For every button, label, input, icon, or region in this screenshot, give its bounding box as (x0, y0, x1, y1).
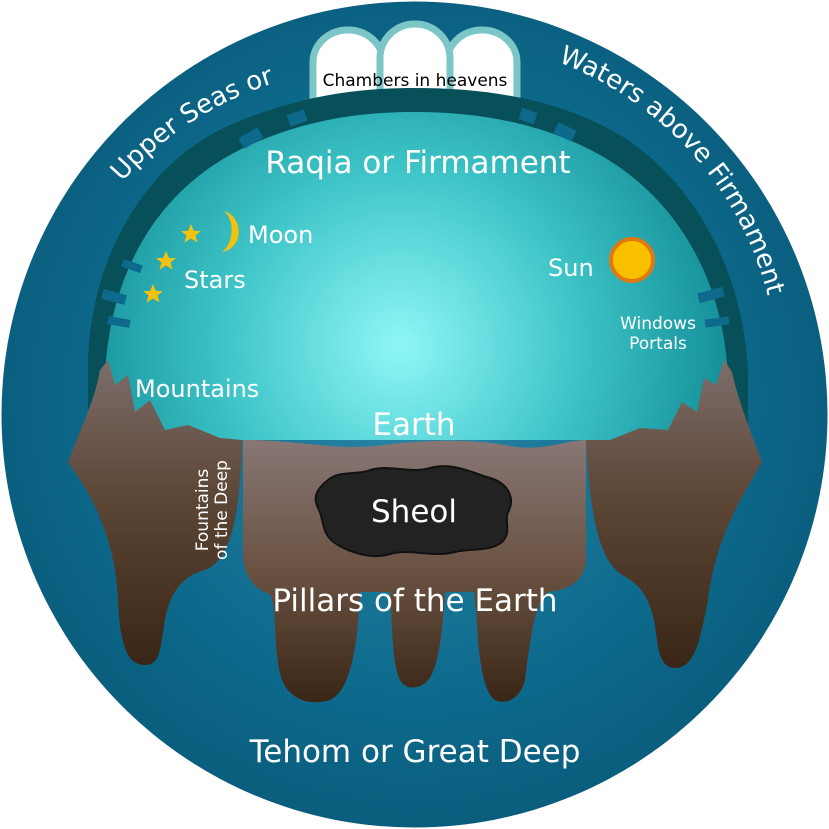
stars-group (143, 224, 201, 303)
fountains-label-line2: of the Deep (212, 460, 232, 560)
sun-label: Sun (548, 254, 594, 282)
windows-label-line1: Windows (620, 314, 696, 334)
star-icon (181, 224, 201, 243)
tehom-label: Tehom or Great Deep (249, 734, 581, 770)
chambers-label: Chambers in heavens (323, 71, 508, 91)
mountains-label: Mountains (135, 375, 259, 403)
sheol-label: Sheol (371, 494, 457, 530)
moon-label: Moon (248, 221, 313, 249)
right-rock-mass (586, 360, 762, 668)
moon-icon (222, 211, 239, 252)
firmament-windows (101, 107, 730, 328)
stars-label: Stars (184, 266, 246, 294)
pillars-label: Pillars of the Earth (272, 583, 557, 619)
windows-label-line2: Portals (629, 334, 687, 354)
earth-label: Earth (372, 407, 455, 443)
firmament-dome (105, 112, 728, 440)
firmament-label: Raqia or Firmament (265, 145, 570, 181)
fountains-label-group: Fountains of the Deep (193, 460, 232, 560)
star-icon (156, 251, 176, 270)
sheol (314, 465, 512, 558)
fountains-label-line1: Fountains (193, 469, 213, 552)
sun-icon (609, 237, 655, 283)
star-icon (143, 284, 163, 303)
chambers-in-heavens (309, 20, 521, 110)
left-rock-mass (68, 360, 242, 665)
